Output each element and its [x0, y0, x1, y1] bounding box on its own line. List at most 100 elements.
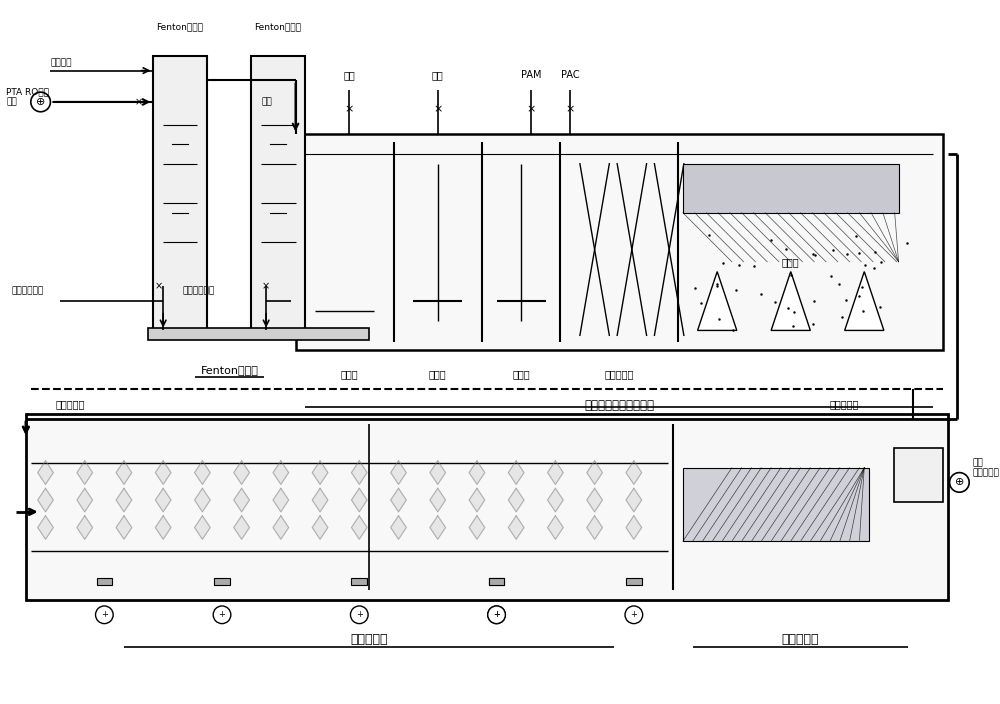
Text: 硫酸亚铁溶液: 硫酸亚铁溶液	[11, 287, 43, 296]
Polygon shape	[430, 516, 446, 539]
Text: ×: ×	[154, 282, 162, 291]
Text: 出水: 出水	[261, 97, 272, 106]
Text: +: +	[630, 610, 637, 620]
Polygon shape	[77, 516, 93, 539]
Polygon shape	[312, 489, 328, 512]
Text: +: +	[356, 610, 363, 620]
Polygon shape	[548, 516, 563, 539]
Bar	[26, 414, 948, 600]
Polygon shape	[351, 461, 367, 484]
Polygon shape	[351, 489, 367, 512]
Text: 回流污泥管: 回流污泥管	[830, 399, 859, 409]
Polygon shape	[508, 489, 524, 512]
Polygon shape	[587, 461, 602, 484]
Polygon shape	[351, 516, 367, 539]
Text: PAC: PAC	[561, 70, 579, 80]
Polygon shape	[771, 272, 810, 330]
Polygon shape	[38, 461, 53, 484]
Polygon shape	[469, 461, 485, 484]
Polygon shape	[38, 516, 53, 539]
Polygon shape	[116, 461, 132, 484]
Bar	[148, 329, 369, 340]
Text: PTA RO浓水
进水: PTA RO浓水 进水	[6, 87, 49, 107]
Circle shape	[350, 606, 368, 624]
Polygon shape	[273, 489, 289, 512]
Polygon shape	[508, 461, 524, 484]
Polygon shape	[845, 272, 884, 330]
Polygon shape	[312, 461, 328, 484]
Text: +: +	[493, 610, 500, 620]
Polygon shape	[155, 489, 171, 512]
Circle shape	[96, 606, 113, 624]
Polygon shape	[430, 461, 446, 484]
Polygon shape	[155, 461, 171, 484]
Bar	[626, 577, 642, 585]
Polygon shape	[155, 516, 171, 539]
Circle shape	[950, 472, 969, 492]
Text: ⊕: ⊕	[955, 477, 964, 487]
Polygon shape	[77, 461, 93, 484]
Circle shape	[488, 606, 505, 624]
Polygon shape	[273, 516, 289, 539]
Text: +: +	[101, 610, 108, 620]
Text: 调熈池: 调熈池	[429, 370, 447, 379]
Polygon shape	[312, 516, 328, 539]
Circle shape	[31, 92, 50, 112]
Polygon shape	[698, 272, 737, 330]
Polygon shape	[38, 489, 53, 512]
Bar	[489, 577, 504, 585]
Text: PAM: PAM	[521, 70, 541, 80]
Circle shape	[488, 606, 505, 624]
Polygon shape	[469, 516, 485, 539]
Text: 硫酸溶液: 硫酸溶液	[50, 58, 72, 68]
Text: 快混池: 快混池	[512, 370, 530, 379]
Text: 斜板沉淠池: 斜板沉淠池	[782, 633, 819, 646]
Bar	[214, 577, 230, 585]
Text: +: +	[219, 610, 225, 620]
Text: 熈液: 熈液	[432, 70, 444, 80]
Text: 累凝反应池: 累凝反应池	[604, 370, 634, 379]
Text: 过氧化氢溶液: 过氧化氢溶液	[183, 287, 215, 296]
Text: 沉淠池: 沉淠池	[782, 257, 800, 267]
Text: 水解酸化池: 水解酸化池	[350, 633, 388, 646]
Polygon shape	[116, 489, 132, 512]
Polygon shape	[626, 516, 642, 539]
Bar	[296, 134, 943, 350]
Text: 出水
去生化处理: 出水 去生化处理	[972, 458, 999, 477]
Polygon shape	[234, 461, 249, 484]
Polygon shape	[116, 516, 132, 539]
Text: ×: ×	[345, 105, 354, 115]
Text: ×: ×	[433, 105, 442, 115]
Polygon shape	[391, 489, 406, 512]
Bar	[894, 448, 943, 502]
Polygon shape	[195, 461, 210, 484]
Text: Fenton循环泵: Fenton循环泵	[254, 22, 301, 31]
Bar	[153, 56, 207, 330]
Text: Fenton氧化塔: Fenton氧化塔	[200, 365, 258, 375]
Text: ⊕: ⊕	[36, 97, 45, 107]
Polygon shape	[234, 489, 249, 512]
Bar	[683, 164, 899, 213]
Polygon shape	[430, 489, 446, 512]
Polygon shape	[77, 489, 93, 512]
Polygon shape	[234, 516, 249, 539]
Text: 回流污泥管: 回流污泥管	[55, 399, 85, 409]
Circle shape	[625, 606, 643, 624]
Polygon shape	[391, 516, 406, 539]
Text: ×: ×	[135, 97, 143, 107]
Polygon shape	[469, 489, 485, 512]
Polygon shape	[587, 516, 602, 539]
Polygon shape	[391, 461, 406, 484]
Bar	[489, 577, 504, 585]
Polygon shape	[548, 461, 563, 484]
Text: 熈液: 熈液	[344, 70, 355, 80]
Text: Fenton循环泵: Fenton循环泵	[156, 22, 203, 31]
Text: 散气池: 散气池	[341, 370, 358, 379]
Polygon shape	[626, 461, 642, 484]
Polygon shape	[508, 516, 524, 539]
Polygon shape	[251, 61, 305, 330]
Polygon shape	[587, 489, 602, 512]
Text: ×: ×	[262, 282, 270, 291]
Text: ×: ×	[565, 105, 575, 115]
Polygon shape	[153, 61, 207, 330]
